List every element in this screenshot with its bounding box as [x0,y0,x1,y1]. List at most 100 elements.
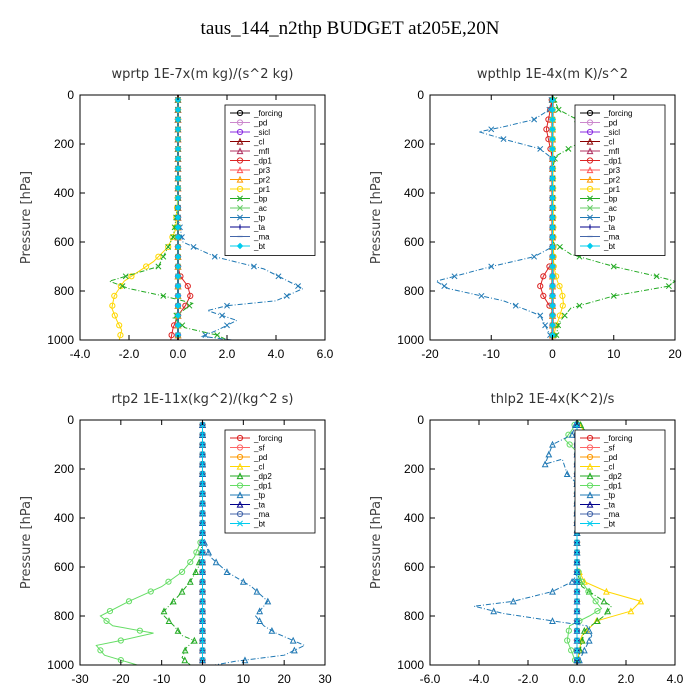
legend-marker [586,137,594,145]
legend-marker [236,119,244,126]
series-pr1-marker [116,322,123,329]
series-bt-marker [174,204,182,212]
series-bt-marker [174,243,182,251]
series-tp-marker [264,597,272,605]
series-bt-marker [174,174,182,182]
legend: _forcing_sf_pd_cl_dp2_dp1_tp_ta_ma_bt [574,429,666,534]
series-dp2-marker [195,558,203,566]
series-bt-marker [549,214,556,221]
legend-label: _pd [253,453,267,462]
series-bt-marker [574,617,580,624]
plot-frame [429,419,676,666]
legend-marker [237,195,243,202]
series-dp1-marker [165,578,172,585]
legend-item-ma: _ma [580,233,620,242]
series-bt-marker [549,243,556,251]
series-dp1-marker [540,292,547,299]
series-tp-marker [512,302,519,309]
series-dp1-marker [566,441,573,448]
series-cl-marker [602,587,610,595]
legend-marker [236,472,244,480]
series-bt-marker [549,233,556,241]
series-bp-marker [186,302,193,309]
series-tp-marker [563,470,571,477]
series-bt-marker [174,253,182,261]
series-pr1-marker [143,263,150,270]
legend-marker [586,119,594,126]
legend-marker [586,185,594,193]
series-cl-marker [627,607,635,615]
series-cl-marker [637,597,645,605]
x-tick-label: 6.0 [317,347,334,361]
series-dp1-marker [97,647,104,654]
series-tp-marker [219,312,226,319]
series-bt-marker [549,253,556,261]
legend-item-dp1: _dp1 [230,482,272,491]
legend-label: _cl [603,463,614,472]
legend-marker [587,214,593,221]
legend: _forcing_pd_sicl_cl_mfl_dp1_pr3_pr2_pr1_… [224,104,316,256]
plot-frame [79,94,326,341]
legend-marker [236,444,244,451]
legend-item-forcing: _forcing [230,109,282,118]
legend-marker [586,157,594,164]
series-tp-marker [580,646,588,654]
series-dp2-marker [165,617,173,624]
series-dp1-marker [184,283,191,290]
series-tp-marker [253,587,261,595]
series-bp-marker [561,312,568,319]
legend-label: _sicl [253,128,270,137]
series-tp-marker [441,283,448,290]
y-tick-label: 200 [404,462,424,476]
legend-marker [586,175,594,183]
legend-item-dp1: _dp1 [580,482,622,491]
legend-marker [586,434,594,442]
series-dp2-marker [181,656,189,664]
series-bt-marker [549,204,556,212]
legend-label: _forcing [603,109,632,118]
legend: _forcing_sf_pd_cl_dp2_dp1_tp_ta_ma_bt [224,429,316,534]
series-bt-marker [174,321,182,329]
series-tp-marker [549,587,556,595]
series-line [111,95,179,341]
series-bp-marker [214,332,221,339]
series-bt-marker [549,302,556,310]
legend-item-ta: _ta [230,223,266,232]
series-bp-marker [160,292,167,299]
legend-marker [236,185,244,193]
legend-item-cl: _cl [580,138,614,147]
series-dp2-marker [169,597,177,605]
series-pr1-marker [559,302,566,309]
series-tp-marker [585,636,593,644]
series-bt-marker [199,500,206,507]
series-pr1-marker [155,253,162,260]
legend-item-forcing: _forcing [230,434,282,443]
y-tick-label: 0 [67,88,74,102]
series-bp-marker [576,302,583,309]
series-dp2 [160,420,206,666]
series-bp-marker [556,243,563,250]
series-tp-marker [531,253,538,260]
legend-item-pd: _pd [230,453,267,462]
series-dp2-marker [178,587,186,595]
x-tick-label: -30 [71,672,89,686]
series-tp-marker [268,626,276,634]
legend-label: _cl [603,138,614,147]
series-bt-marker [549,184,556,192]
legend-marker [586,462,594,470]
series-tp-marker [542,322,549,329]
legend-marker [587,205,593,211]
series-dp2-marker [181,646,189,654]
legend-item-pd: _pd [580,453,617,462]
series-bt-marker [174,165,182,172]
legend-item-ac: _ac [230,204,267,213]
series-dp1-marker [187,292,194,299]
series-bp-marker [165,243,172,250]
series-bt-marker [199,549,206,556]
legend-marker [236,157,244,164]
legend-marker [586,453,594,461]
legend-label: _ma [253,510,270,519]
series-bt-marker [174,194,182,202]
legend-item-sicl: _sicl [230,128,270,137]
series-bt-marker [199,568,206,575]
